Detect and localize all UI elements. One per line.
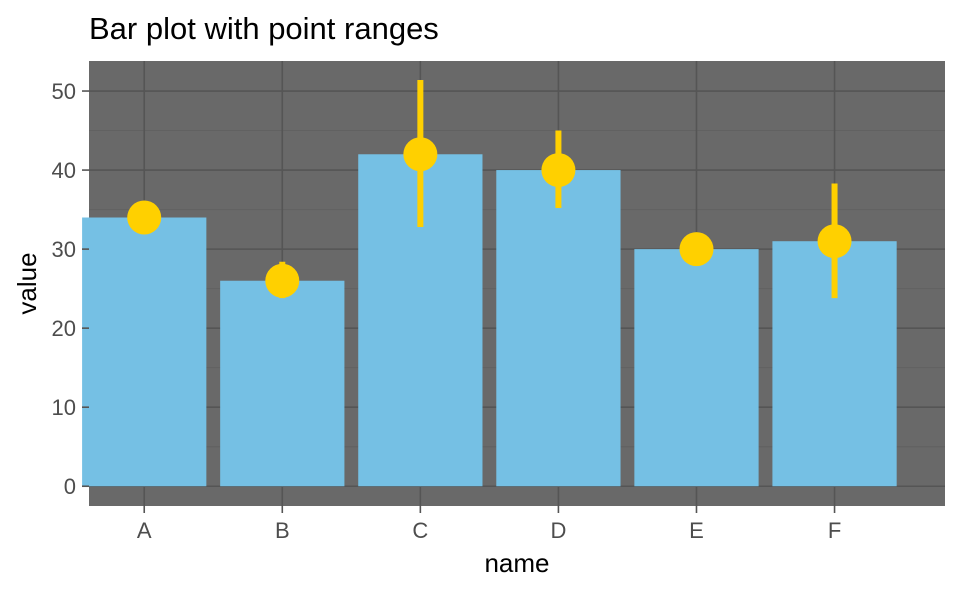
y-tick-label: 0 [64,474,76,499]
range-point-A [127,200,162,235]
bars [82,154,897,487]
y-tick-label: 20 [52,316,76,341]
bar-B [220,280,345,487]
x-tick-label: B [275,518,290,543]
y-tick-label: 30 [52,237,76,262]
x-tick-label: D [550,518,566,543]
x-axis: A B C D E F [137,506,841,543]
y-axis-label: value [12,252,42,314]
y-tick-label: 40 [52,158,76,183]
range-point-F [817,224,852,259]
range-point-D [541,153,576,188]
chart-title: Bar plot with point ranges [89,11,439,46]
x-tick-label: E [689,518,704,543]
bar-A [82,217,207,487]
y-tick-label: 10 [52,395,76,420]
x-tick-label: A [137,518,152,543]
range-point-B [265,263,300,298]
range-point-C [403,137,438,172]
bar-E [634,249,759,487]
range-point-E [679,232,714,267]
y-axis: 0 10 20 30 40 50 [52,79,89,499]
x-tick-label: C [412,518,428,543]
point-ranges [127,79,852,299]
x-axis-label: name [484,548,549,578]
bar-D [496,170,621,487]
x-tick-label: F [828,518,841,543]
y-tick-label: 50 [52,79,76,104]
